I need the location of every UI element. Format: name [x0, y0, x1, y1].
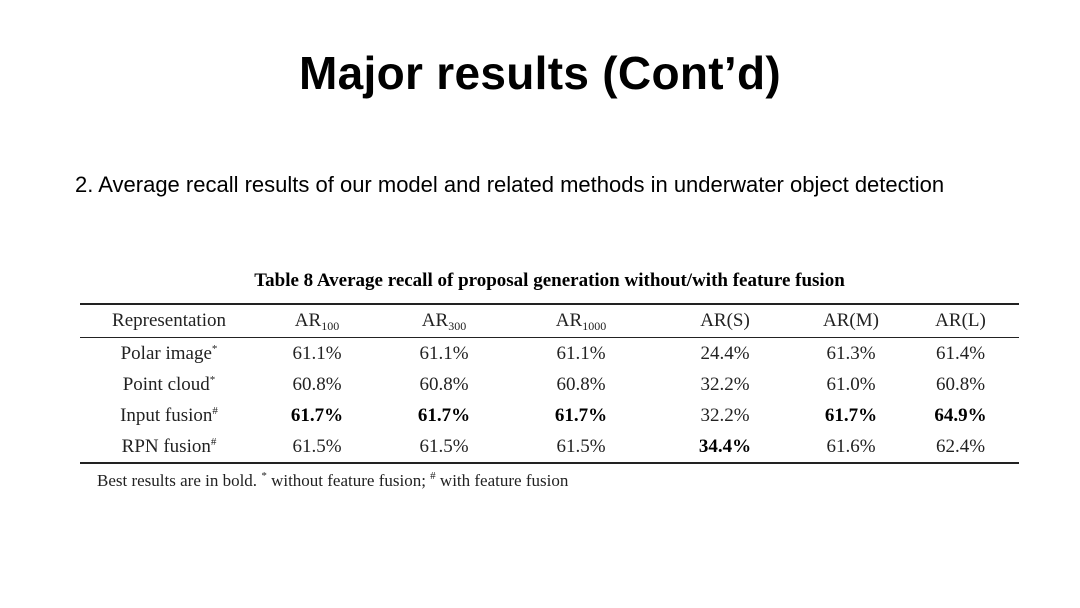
- cell-ar1000: 60.8%: [556, 373, 606, 395]
- cell-arl: 60.8%: [935, 373, 986, 395]
- row-label: Point cloud*: [80, 369, 258, 400]
- cell-ars: 32.2%: [700, 404, 750, 426]
- cell-arm: 61.3%: [826, 342, 876, 364]
- table-row-polar-image: Polar image* 61.1% 61.1% 61.1% 24.4% 61.…: [80, 338, 1019, 370]
- header-ar100-sub: 100: [321, 319, 340, 333]
- footnote-mark2: #: [430, 470, 436, 482]
- cell-arm: 61.7%: [824, 404, 878, 426]
- header-ar1000: AR1000: [512, 304, 650, 338]
- row-label-mark: #: [212, 404, 218, 417]
- cell-ar1000: 61.7%: [554, 404, 608, 426]
- cell-arm: 61.0%: [826, 373, 876, 395]
- cell-ar1000: 61.5%: [556, 435, 606, 457]
- table-row-point-cloud: Point cloud* 60.8% 60.8% 60.8% 32.2% 61.…: [80, 369, 1019, 400]
- cell-ar100: 61.7%: [290, 404, 344, 426]
- cell-ars: 32.2%: [700, 373, 750, 395]
- header-arm: AR(M): [823, 310, 879, 331]
- cell-ar300: 61.1%: [419, 342, 469, 364]
- header-ar100: AR100: [258, 304, 376, 338]
- cell-arm: 61.6%: [826, 435, 876, 457]
- cell-ar300: 61.5%: [419, 435, 469, 457]
- cell-ar300: 61.7%: [417, 404, 471, 426]
- cell-ar100: 61.5%: [292, 435, 342, 457]
- footnote-part1: Best results are in bold.: [97, 471, 262, 490]
- cell-ar300: 60.8%: [419, 373, 469, 395]
- row-label-text: RPN fusion: [121, 435, 211, 457]
- results-table-container: Representation AR100 AR300 AR1000 AR(S) …: [80, 303, 1019, 464]
- cell-ars: 24.4%: [700, 342, 750, 364]
- header-ar1000-base: AR: [555, 310, 583, 331]
- row-label: RPN fusion#: [80, 431, 258, 463]
- footnote-part2: without feature fusion;: [266, 471, 431, 490]
- row-label-text: Polar image: [120, 342, 212, 364]
- cell-arl: 62.4%: [935, 435, 986, 457]
- header-ar300-base: AR: [421, 310, 449, 331]
- row-label-mark: *: [211, 342, 218, 355]
- table-body: Polar image* 61.1% 61.1% 61.1% 24.4% 61.…: [80, 338, 1019, 463]
- table-caption: Table 8 Average recall of proposal gener…: [254, 270, 845, 291]
- table-header: Representation AR100 AR300 AR1000 AR(S) …: [80, 304, 1019, 338]
- header-ar300: AR300: [376, 304, 512, 338]
- cell-arl: 61.4%: [935, 342, 986, 364]
- cell-ar100: 61.1%: [292, 342, 342, 364]
- cell-ar1000: 61.1%: [556, 342, 606, 364]
- footnote-part3: with feature fusion: [435, 471, 569, 490]
- table-footnote: Best results are in bold. * without feat…: [97, 471, 568, 491]
- header-arl: AR(L): [935, 310, 986, 331]
- header-ar1000-sub: 1000: [582, 319, 607, 333]
- row-label-text: Input fusion: [120, 404, 213, 426]
- table-header-row: Representation AR100 AR300 AR1000 AR(S) …: [80, 304, 1019, 338]
- body-text: 2. Average recall results of our model a…: [75, 172, 945, 197]
- row-label-mark: #: [210, 435, 217, 448]
- table-row-rpn-fusion: RPN fusion# 61.5% 61.5% 61.5% 34.4% 61.6…: [80, 431, 1019, 463]
- header-ars: AR(S): [700, 310, 750, 331]
- row-label: Polar image*: [80, 338, 258, 370]
- table-row-input-fusion: Input fusion# 61.7% 61.7% 61.7% 32.2% 61…: [80, 400, 1019, 431]
- row-label-mark: *: [209, 373, 216, 386]
- results-table: Representation AR100 AR300 AR1000 AR(S) …: [80, 303, 1019, 464]
- cell-ar100: 60.8%: [292, 373, 342, 395]
- row-label-text: Point cloud: [122, 373, 210, 395]
- header-ar100-base: AR: [294, 310, 322, 331]
- header-ar300-sub: 300: [448, 319, 467, 333]
- row-label: Input fusion#: [80, 400, 258, 431]
- slide-title: Major results (Cont’d): [299, 47, 781, 99]
- cell-arl: 64.9%: [934, 404, 987, 426]
- cell-ars: 34.4%: [698, 435, 752, 457]
- header-representation: Representation: [112, 310, 226, 331]
- footnote-mark1: *: [261, 470, 267, 482]
